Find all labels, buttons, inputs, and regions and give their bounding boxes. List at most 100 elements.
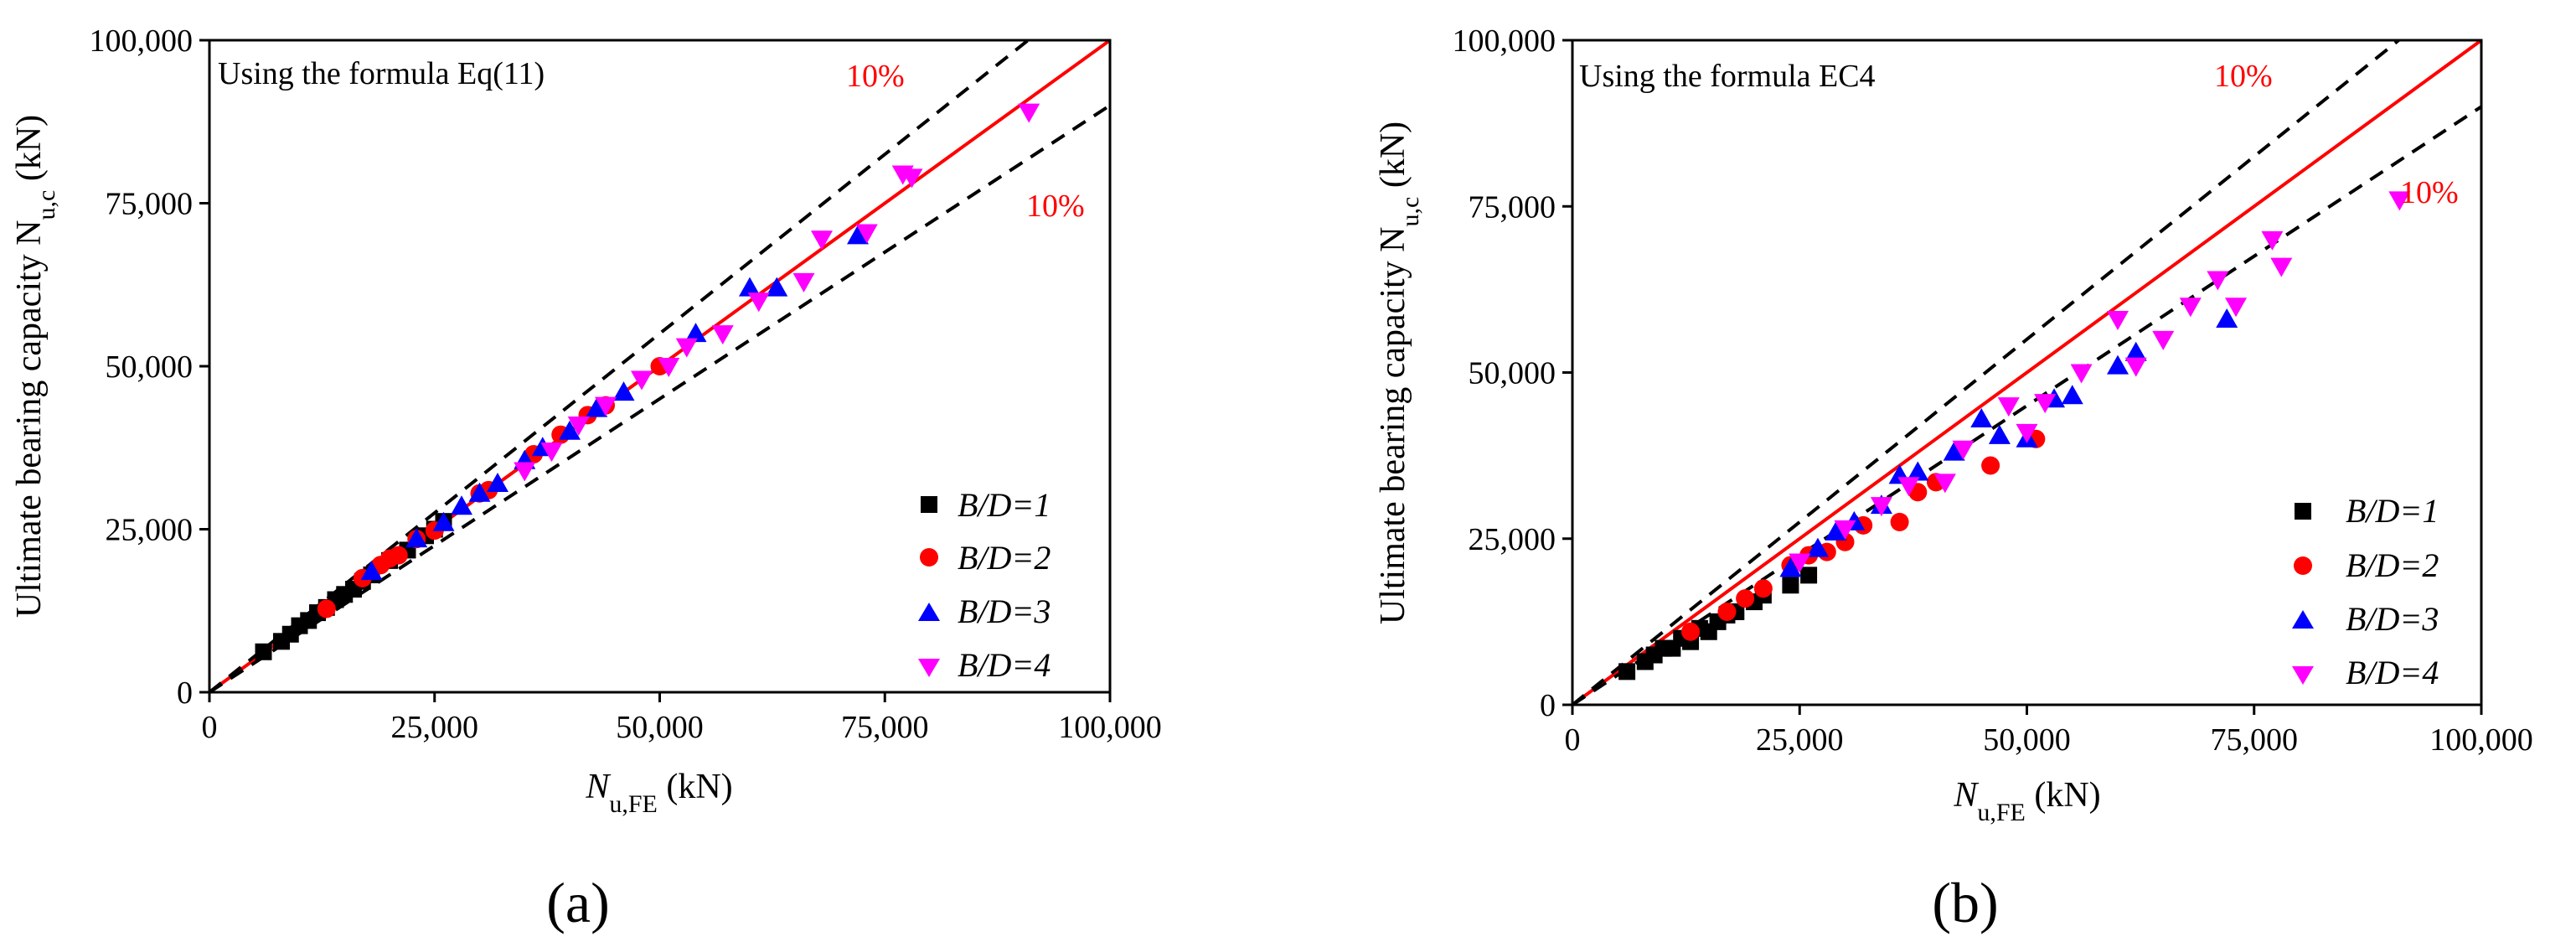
legend-b: B/D=1 B/D=2 B/D=3 B/D=4	[2292, 492, 2439, 691]
point-a-s4-1	[514, 462, 536, 482]
chart-panel-a: Using the formula Eq(11) 10% 10% 0 25,000…	[10, 23, 1162, 934]
point-b-s3-13	[2061, 385, 2083, 405]
point-b-s1-15	[1782, 577, 1799, 594]
x-ticks-b: 0 25,000 50,000 75,000 100,000	[1565, 705, 2533, 758]
legend-label-a-2: B/D=2	[958, 539, 1051, 577]
x-axis-label-b: Nu,FE (kN)	[1953, 776, 2100, 826]
point-b-s4-3	[1870, 497, 1892, 517]
legend-label-b-4: B/D=4	[2346, 654, 2439, 691]
point-b-s3-16	[2216, 308, 2238, 329]
point-b-s4-11	[2107, 311, 2129, 331]
x-tick-label-a-1: 25,000	[391, 710, 479, 745]
chart-panel-b: Using the formula EC4 10% 10% 0 25,000 50,…	[1374, 23, 2533, 934]
lower-band-label-a: 10%	[1026, 189, 1085, 224]
point-a-s4-10	[792, 272, 815, 292]
point-b-s2-3	[1736, 589, 1755, 608]
y-tick-label-b-4: 100,000	[1453, 23, 1556, 59]
legend-marker-a-3	[918, 603, 940, 621]
panel-label-b: (b)	[1932, 871, 1998, 934]
reference-line-b	[1571, 39, 2483, 706]
point-a-s4-8	[711, 325, 734, 345]
x-tick-label-a-0: 0	[202, 710, 218, 745]
legend-label-b-2: B/D=2	[2346, 546, 2439, 584]
y-ticks-a: 0 25,000 50,000 75,000 100,000	[90, 23, 209, 711]
y-tick-label-a-0: 0	[177, 675, 193, 711]
point-b-s3-2	[1806, 537, 1829, 557]
lower-band-label-b: 10%	[2400, 175, 2459, 210]
point-a-s4-6	[658, 358, 680, 377]
point-a-s3-2	[405, 528, 428, 548]
x-tick-label-a-2: 50,000	[616, 710, 704, 745]
point-b-s3-8	[1943, 441, 1965, 461]
point-a-s3-5	[468, 482, 491, 502]
point-a-s3-11	[612, 381, 635, 401]
y-axis-label-b: Ultimate bearing capacity Nu,c (kN)	[1374, 122, 1424, 624]
point-a-s3-12	[684, 323, 707, 343]
upper-band-label-a: 10%	[846, 59, 905, 94]
y-tick-label-b-3: 75,000	[1469, 189, 1556, 225]
point-a-s4-9	[747, 292, 770, 313]
point-b-s3-15	[2124, 341, 2147, 361]
legend-label-a-4: B/D=4	[958, 646, 1051, 684]
legend-label-b-1: B/D=1	[2346, 492, 2439, 530]
point-b-s3-9	[1970, 408, 1993, 428]
y-tick-label-a-1: 25,000	[106, 513, 194, 548]
point-b-s4-18	[2270, 257, 2293, 277]
point-a-s3-15	[847, 225, 869, 245]
legend-marker-b-3	[2292, 610, 2314, 629]
point-b-s3-1	[1779, 557, 1802, 577]
point-a-s4-5	[631, 370, 653, 391]
x-tick-label-b-3: 75,000	[2211, 722, 2299, 758]
formula-annotation-b: Using the formula EC4	[1579, 59, 1876, 94]
upper-band-line-b	[1571, 39, 2400, 706]
legend-marker-a-1	[921, 496, 937, 513]
point-a-s4-15	[1018, 103, 1040, 123]
panel-label-a: (a)	[546, 871, 609, 934]
point-b-s4-17	[2261, 230, 2284, 251]
legend-label-b-3: B/D=3	[2346, 600, 2439, 638]
point-b-s2-1	[1681, 622, 1701, 641]
point-b-s4-2	[1834, 520, 1856, 540]
point-b-s4-9	[2034, 394, 2057, 414]
point-b-s4-15	[2207, 271, 2229, 291]
point-b-s4-4	[1897, 477, 1920, 497]
point-a-s3-13	[739, 277, 761, 297]
x-tick-label-b-4: 100,000	[2429, 722, 2533, 758]
point-b-s2-10	[1890, 512, 1909, 531]
y-axis-label-a: Ultimate bearing capacity Nu,c (kN)	[10, 115, 60, 618]
legend-marker-b-1	[2295, 503, 2311, 520]
legend-a: B/D=1 B/D=2 B/D=3 B/D=4	[918, 486, 1051, 684]
x-tick-label-b-1: 25,000	[1756, 722, 1844, 758]
point-b-s4-6	[1952, 440, 1975, 460]
point-b-s3-7	[1907, 461, 1929, 481]
point-b-s4-5	[1933, 474, 1956, 494]
point-a-s4-12	[855, 224, 878, 244]
point-a-s4-14	[901, 168, 923, 189]
point-a-s2-5	[389, 546, 408, 565]
point-b-s2-4	[1753, 579, 1773, 598]
x-tick-label-b-0: 0	[1565, 722, 1581, 758]
point-b-s2-2	[1717, 602, 1737, 621]
point-b-s4-7	[1997, 397, 2020, 417]
point-a-s4-4	[595, 396, 617, 417]
legend-marker-b-4	[2292, 666, 2314, 685]
point-b-s4-10	[2070, 364, 2093, 384]
x-axis-label-a: Nu,FE (kN)	[585, 768, 732, 818]
legend-marker-b-2	[2294, 556, 2312, 575]
point-b-s3-10	[1988, 424, 2011, 444]
plot-layer-a	[208, 39, 1112, 694]
point-b-s1-1	[1618, 663, 1636, 680]
legend-marker-a-4	[918, 659, 940, 677]
point-b-s4-8	[2016, 423, 2038, 443]
point-a-s3-3	[432, 511, 455, 531]
legend-label-a-1: B/D=1	[958, 486, 1051, 524]
point-b-s4-13	[2152, 330, 2175, 350]
point-a-s2-1	[317, 599, 336, 618]
point-a-s4-11	[811, 230, 833, 251]
point-b-s4-12	[2124, 357, 2147, 377]
x-tick-label-b-2: 50,000	[1983, 722, 2071, 758]
point-b-s4-1	[1789, 553, 1811, 573]
point-b-s3-3	[1825, 520, 1847, 541]
y-tick-label-b-0: 0	[1540, 688, 1556, 723]
